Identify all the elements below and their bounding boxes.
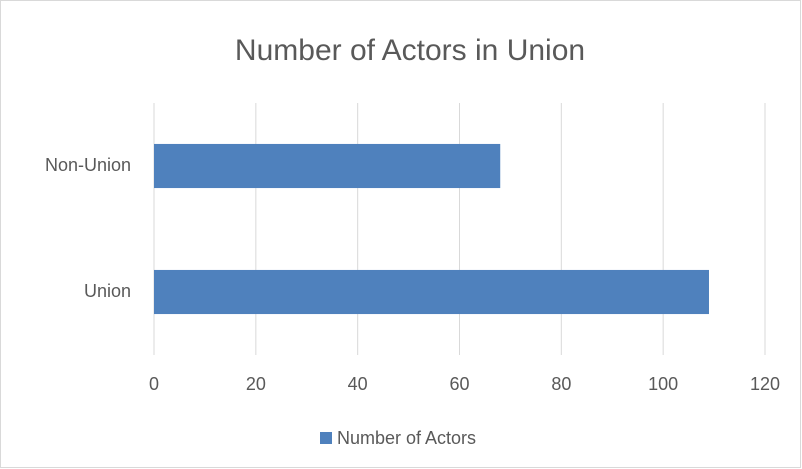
y-tick-label: Union [84,281,131,301]
x-tick-label: 120 [750,374,780,394]
chart-title: Number of Actors in Union [235,34,585,67]
legend-label: Number of Actors [337,428,476,448]
bar [154,143,501,189]
x-tick-label: 40 [348,374,368,394]
bar [154,269,709,315]
x-tick-label: 0 [149,374,159,394]
x-tick-label: 60 [449,374,469,394]
x-tick-label: 20 [246,374,266,394]
x-tick-label: 100 [648,374,678,394]
x-tick-label: 80 [551,374,571,394]
y-tick-label: Non-Union [45,155,131,175]
legend-swatch [320,432,332,444]
